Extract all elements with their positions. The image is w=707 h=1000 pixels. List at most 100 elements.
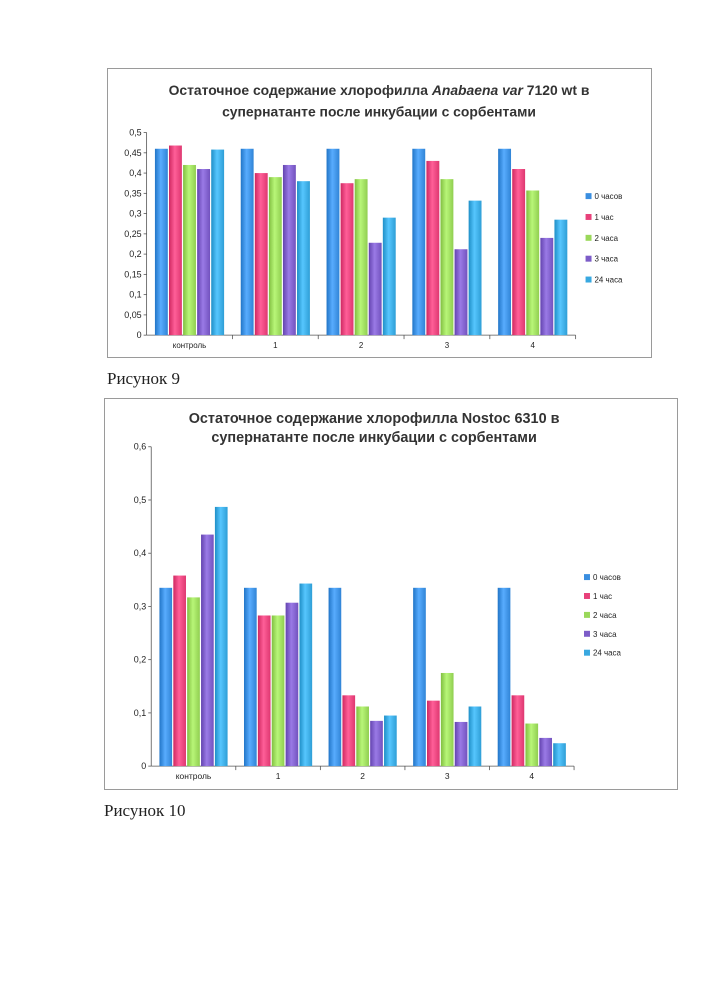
title-prefix: Остаточное содержание хлорофилла: [169, 82, 432, 98]
legend-label: 1 час: [593, 592, 612, 601]
chart-nostoc-svg: Остаточное содержание хлорофилла Nostoc …: [105, 399, 677, 789]
bar: [269, 177, 282, 335]
y-tick-label: 0,35: [124, 188, 141, 198]
x-tick-label: 4: [529, 771, 534, 781]
y-tick-label: 0,2: [129, 249, 141, 259]
bar: [173, 576, 186, 767]
y-tick-label: 0: [137, 330, 142, 340]
bar: [327, 149, 340, 335]
bar: [540, 238, 553, 335]
legend-swatch: [584, 612, 590, 618]
bar: [341, 183, 354, 335]
bar: [512, 695, 525, 766]
legend-label: 3 часа: [595, 255, 619, 264]
y-tick-label: 0,15: [124, 269, 141, 279]
bar: [370, 721, 383, 766]
bar: [455, 249, 468, 335]
bar: [356, 707, 369, 767]
x-tick-label: 2: [360, 771, 365, 781]
bar: [187, 597, 200, 766]
bar: [283, 165, 296, 335]
bar: [197, 169, 210, 335]
chart-title-line-1: Остаточное содержание хлорофилла Anabaen…: [169, 82, 590, 98]
y-tick-label: 0,2: [134, 655, 146, 665]
y-tick-label: 0,3: [134, 601, 146, 611]
y-tick-label: 0,1: [134, 708, 146, 718]
chart-anabaena-svg: Остаточное содержание хлорофилла Anabaen…: [108, 69, 651, 357]
bar: [299, 584, 312, 767]
bar: [525, 724, 538, 767]
bar: [255, 173, 268, 335]
bar: [369, 243, 382, 335]
bar: [244, 588, 257, 766]
legend-label: 3 часа: [593, 630, 617, 639]
legend-label: 2 часа: [595, 234, 619, 243]
y-tick-label: 0,5: [129, 128, 141, 138]
y-tick-label: 0,6: [134, 442, 146, 452]
legend-label: 24 часа: [593, 649, 622, 658]
bar: [427, 701, 440, 766]
bar: [554, 220, 567, 335]
bar: [286, 603, 299, 766]
legend-label: 1 час: [595, 213, 614, 222]
chart-title-line-2: супернатанте после инкубации с сорбентам…: [222, 104, 536, 120]
bar: [498, 588, 511, 766]
y-tick-label: 0,3: [129, 209, 141, 219]
legend-swatch: [586, 277, 592, 283]
y-tick-label: 0,45: [124, 148, 141, 158]
bar: [169, 146, 182, 336]
title-prefix: Остаточное содержание хлорофилла Nostoc …: [189, 411, 560, 427]
x-tick-label: контроль: [176, 771, 212, 781]
title-suffix: 7120 wt в: [523, 82, 589, 98]
y-tick-label: 0: [141, 761, 146, 771]
bar: [426, 161, 439, 335]
x-tick-label: 1: [276, 771, 281, 781]
bar: [384, 716, 397, 767]
legend-swatch: [586, 235, 592, 241]
bar: [553, 743, 566, 766]
legend-label: 0 часов: [593, 573, 621, 582]
bar: [155, 149, 168, 335]
bar: [383, 218, 396, 336]
x-tick-label: 3: [445, 341, 450, 350]
bar: [201, 535, 214, 767]
x-tick-label: 3: [445, 771, 450, 781]
bar: [526, 191, 539, 336]
legend-swatch: [584, 574, 590, 580]
figure-caption: Рисунок 10: [104, 801, 185, 821]
chart-anabaena: Остаточное содержание хлорофилла Anabaen…: [107, 68, 652, 358]
bar: [272, 615, 285, 766]
legend-swatch: [584, 631, 590, 637]
legend-swatch: [584, 593, 590, 599]
bar: [297, 181, 310, 335]
chart-title-line-2: супернатанте после инкубации с сорбентам…: [211, 430, 536, 446]
bar: [412, 149, 425, 335]
bar: [413, 588, 426, 766]
bar: [455, 722, 468, 766]
bar: [355, 179, 368, 335]
y-tick-label: 0,4: [129, 168, 141, 178]
bar: [241, 149, 254, 335]
bar: [441, 673, 454, 766]
legend-label: 2 часа: [593, 611, 617, 620]
bar: [539, 738, 552, 766]
figure-caption: Рисунок 9: [107, 369, 180, 389]
bar: [258, 615, 271, 766]
legend-label: 0 часов: [595, 192, 623, 201]
chart-nostoc: Остаточное содержание хлорофилла Nostoc …: [104, 398, 678, 790]
bar: [440, 179, 453, 335]
title-italic: Anabaena var: [431, 82, 525, 98]
bar: [512, 169, 525, 335]
bar: [342, 695, 355, 766]
legend-swatch: [586, 256, 592, 262]
bar: [215, 507, 228, 766]
bar: [469, 201, 482, 336]
x-tick-label: 1: [273, 341, 278, 350]
y-tick-label: 0,05: [124, 310, 141, 320]
x-tick-label: контроль: [173, 341, 206, 350]
bar: [211, 150, 224, 336]
chart-title-line-1: Остаточное содержание хлорофилла Nostoc …: [189, 411, 560, 427]
x-tick-label: 4: [531, 341, 536, 350]
legend-label: 24 часа: [595, 276, 624, 285]
legend-swatch: [584, 650, 590, 656]
